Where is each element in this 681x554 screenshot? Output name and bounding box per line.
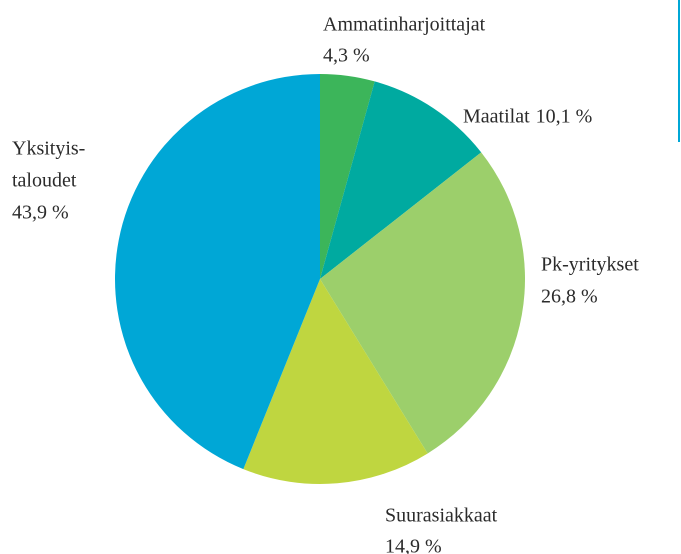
pie-slice bbox=[243, 279, 428, 485]
value-label: 26,8 % bbox=[541, 286, 598, 308]
slice-label: Yksityis- bbox=[12, 138, 85, 160]
slice-label: Suurasiakkaat bbox=[385, 505, 498, 527]
slice-label: Ammatinharjoittajat bbox=[323, 14, 486, 36]
pie-slice bbox=[320, 74, 375, 279]
value-label: 10,1 % bbox=[536, 106, 593, 128]
slice-label: taloudet bbox=[12, 170, 77, 192]
value-label: 4,3 % bbox=[323, 45, 370, 67]
value-label: 43,9 % bbox=[12, 202, 69, 224]
pie-slice bbox=[320, 152, 525, 454]
pie-slice bbox=[320, 81, 482, 279]
value-label: 14,9 % bbox=[385, 536, 442, 554]
pie-slice bbox=[115, 74, 320, 470]
slice-label: Maatilat bbox=[463, 106, 530, 128]
slice-label: Pk-yritykset bbox=[541, 254, 639, 276]
